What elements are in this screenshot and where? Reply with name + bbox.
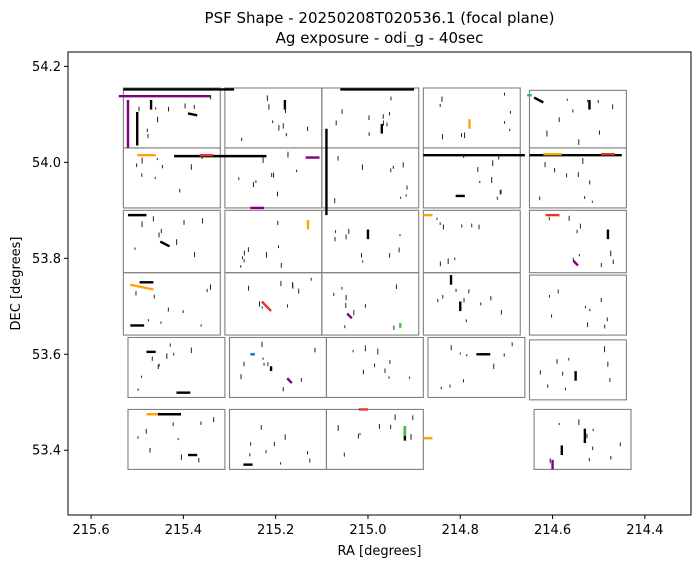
x-axis-label: RA [degrees]	[337, 544, 421, 559]
y-tick-label: 54.0	[32, 156, 61, 171]
ota-outline	[321, 272, 420, 336]
ota-outline	[528, 89, 627, 149]
ota-outline	[422, 147, 521, 209]
y-axis-label: DEC [degrees]	[9, 237, 24, 331]
ota-outline	[321, 209, 420, 274]
ota-outline	[422, 87, 521, 149]
ota-outline	[228, 336, 327, 399]
y-tick-label: 54.2	[32, 60, 61, 75]
ota-outline	[528, 274, 627, 336]
x-tick-label: 214.6	[534, 523, 571, 538]
y-tick-label: 53.6	[32, 348, 61, 363]
ota-outline	[321, 87, 420, 149]
x-tick-label: 215.6	[72, 523, 109, 538]
x-tick-label: 214.8	[442, 523, 479, 538]
ota-outlines	[122, 87, 632, 470]
psf-segment	[533, 96, 544, 104]
ota-outline	[224, 87, 323, 149]
ota-outline	[127, 408, 226, 470]
ota-outline	[224, 209, 323, 274]
plot-frame	[67, 51, 692, 516]
ota-outline	[528, 339, 627, 401]
ota-outline	[224, 272, 323, 336]
ota-outline	[422, 272, 521, 336]
x-axis-ticks: 215.6 215.4 215.2 215.0 214.8 214.6 214.4	[72, 515, 663, 538]
y-tick-label: 53.4	[32, 444, 61, 459]
chart-title: PSF Shape - 20250208T020536.1 (focal pla…	[204, 9, 555, 27]
ota-outline	[122, 272, 221, 336]
x-tick-label: 215.2	[257, 523, 294, 538]
x-tick-label: 215.4	[165, 523, 202, 538]
ota-outline	[422, 209, 521, 274]
ota-outline	[321, 147, 420, 209]
ota-outline	[122, 147, 221, 209]
ota-outline	[228, 408, 327, 470]
ota-outline	[528, 209, 627, 274]
psf-segment	[286, 377, 293, 384]
y-axis-ticks: 53.4 53.6 53.8 54.0 54.2	[32, 60, 68, 459]
psf-segment	[187, 112, 198, 117]
ota-outline	[427, 336, 526, 399]
psf-segment	[130, 283, 154, 291]
psf-segments	[118, 88, 622, 470]
ota-outline	[325, 336, 424, 399]
ota-outline	[127, 336, 226, 399]
psf-segment	[572, 259, 579, 267]
x-tick-label: 214.4	[626, 523, 663, 538]
ota-outline	[122, 209, 221, 274]
psf-segment	[346, 312, 353, 320]
psf-segment	[159, 240, 171, 248]
x-tick-label: 215.0	[349, 523, 386, 538]
ota-outline	[528, 147, 627, 209]
y-tick-label: 53.8	[32, 252, 61, 267]
psf-segment	[260, 300, 272, 312]
ota-outline	[325, 408, 424, 470]
ota-outline	[533, 408, 632, 470]
chart-subtitle: Ag exposure - odi_g - 40sec	[275, 29, 484, 47]
